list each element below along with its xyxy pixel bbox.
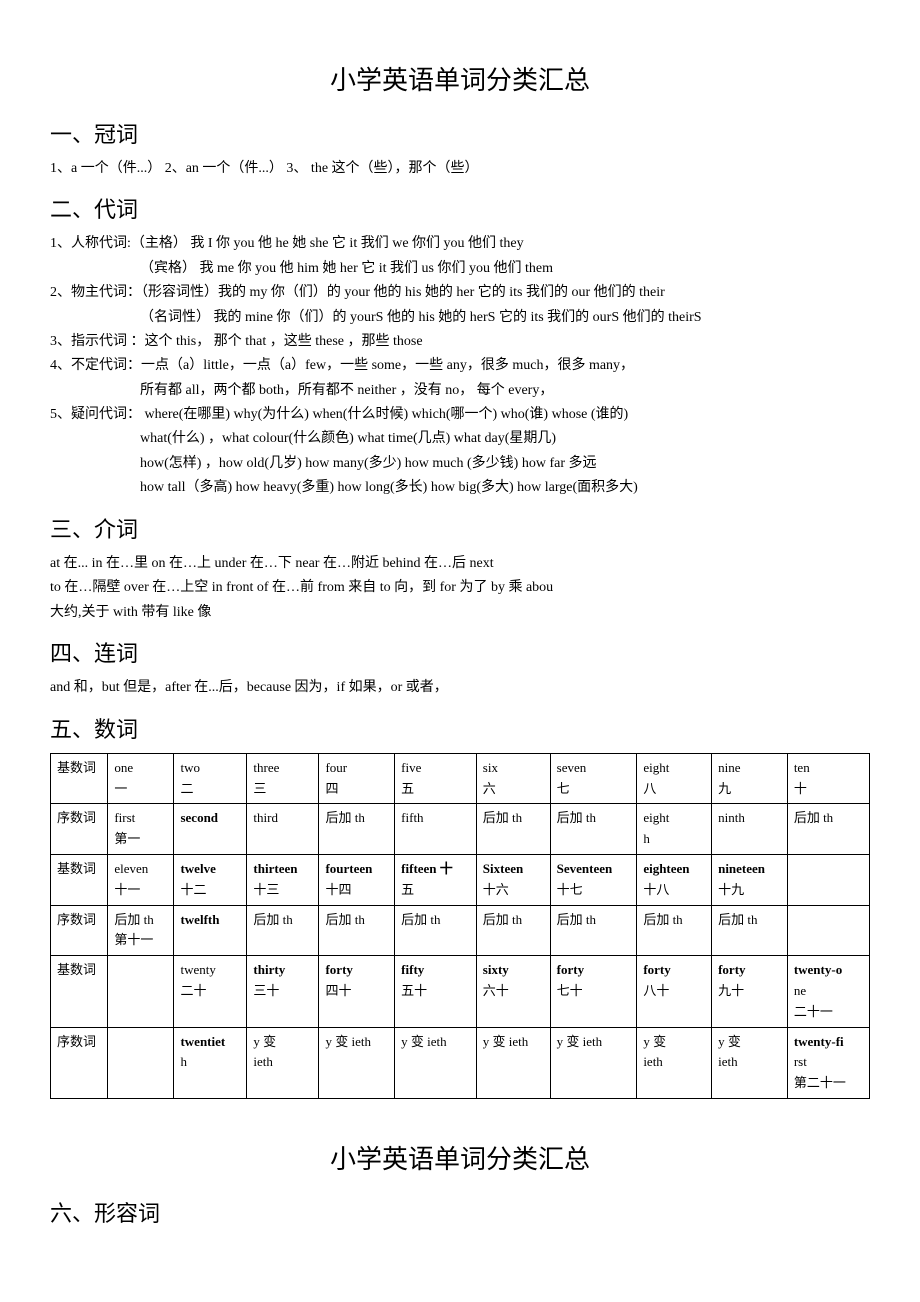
- table-cell: y 变ieth: [247, 1027, 319, 1098]
- table-cell: 序数词: [51, 1027, 108, 1098]
- table-cell: y 变 ieth: [476, 1027, 550, 1098]
- section-2-line: what(什么) ，what colour(什么颜色) what time(几点…: [50, 428, 870, 450]
- table-cell: forty四十: [319, 956, 395, 1027]
- table-cell: Seventeen十七: [550, 854, 637, 905]
- table-cell: twelve十二: [174, 854, 247, 905]
- table-cell: ninth: [712, 804, 788, 855]
- page-title: 小学英语单词分类汇总: [50, 60, 870, 102]
- table-cell: 后加 th: [550, 905, 637, 956]
- table-row: 基数词one一two二three三four四five五six六seven七eig…: [51, 753, 870, 804]
- table-cell: three三: [247, 753, 319, 804]
- table-cell: eleven十一: [108, 854, 174, 905]
- table-row: 序数词后加 th第十一twelfth后加 th后加 th后加 th后加 th后加…: [51, 905, 870, 956]
- section-2-line: 3、指示代词 ：这个 this， 那个 that ，这些 these ，那些 t…: [50, 331, 870, 353]
- table-cell: twentieth: [174, 1027, 247, 1098]
- table-cell: twenty-first第二十一: [787, 1027, 869, 1098]
- table-cell: Sixteen十六: [476, 854, 550, 905]
- table-cell: 基数词: [51, 854, 108, 905]
- table-row: 基数词 twenty二十thirty三十forty四十fifty五十sixty六十…: [51, 956, 870, 1027]
- table-cell: twenty-one二十一: [787, 956, 869, 1027]
- section-2-line: （名词性） 我的 mine 你（们）的 yourS 他的 his 她的 herS…: [50, 307, 870, 329]
- table-cell: four四: [319, 753, 395, 804]
- table-cell: [108, 956, 174, 1027]
- section-2-line: 4、不定代词：一点（a）little，一点（a）few，一些 some，一些 a…: [50, 355, 870, 377]
- section-2-line: （宾格） 我 me 你 you 他 him 她 her 它 it 我们 us 你…: [50, 258, 870, 280]
- section-2-line: 5、疑问代词： where(在哪里) why(为什么) when(什么时候) w…: [50, 404, 870, 426]
- table-cell: 基数词: [51, 956, 108, 1027]
- table-cell: 序数词: [51, 905, 108, 956]
- table-cell: y 变ieth: [637, 1027, 712, 1098]
- table-cell: 后加 th: [476, 905, 550, 956]
- table-cell: fifteen 十五: [395, 854, 477, 905]
- table-cell: nineteen十九: [712, 854, 788, 905]
- table-cell: fifth: [395, 804, 477, 855]
- section-6-heading: 六、形容词: [50, 1196, 870, 1231]
- table-cell: eighth: [637, 804, 712, 855]
- table-cell: 后加 th: [319, 804, 395, 855]
- section-2-line: how(怎样) ，how old(几岁) how many(多少) how mu…: [50, 453, 870, 475]
- section-2-heading: 二、代词: [50, 192, 870, 227]
- section-3-line: 大约,关于 with 带有 like 像: [50, 602, 870, 624]
- table-cell: forty七十: [550, 956, 637, 1027]
- table-cell: eighteen十八: [637, 854, 712, 905]
- table-cell: seven七: [550, 753, 637, 804]
- table-cell: 序数词: [51, 804, 108, 855]
- table-cell: 后加 th第十一: [108, 905, 174, 956]
- section-2-line: 1、人称代词:（主格） 我 I 你 you 他 he 她 she 它 it 我们…: [50, 233, 870, 255]
- table-cell: 后加 th: [247, 905, 319, 956]
- table-cell: third: [247, 804, 319, 855]
- table-cell: [108, 1027, 174, 1098]
- table-cell: forty九十: [712, 956, 788, 1027]
- table-cell: 基数词: [51, 753, 108, 804]
- table-cell: [787, 854, 869, 905]
- table-cell: two二: [174, 753, 247, 804]
- table-cell: 后加 th: [712, 905, 788, 956]
- table-row: 基数词eleven十一twelve十二thirteen十三fourteen十四f…: [51, 854, 870, 905]
- table-cell: thirty三十: [247, 956, 319, 1027]
- numerals-table: 基数词one一two二three三four四five五six六seven七eig…: [50, 753, 870, 1099]
- table-cell: first第一: [108, 804, 174, 855]
- table-cell: five五: [395, 753, 477, 804]
- section-2-line: 2、物主代词：（形容词性）我的 my 你（们）的 your 他的 his 她的 …: [50, 282, 870, 304]
- table-row: 序数词first第一secondthird后加 thfifth后加 th后加 t…: [51, 804, 870, 855]
- table-cell: twelfth: [174, 905, 247, 956]
- table-cell: fifty五十: [395, 956, 477, 1027]
- table-cell: y 变ieth: [712, 1027, 788, 1098]
- table-cell: nine九: [712, 753, 788, 804]
- table-cell: 后加 th: [476, 804, 550, 855]
- table-cell: forty八十: [637, 956, 712, 1027]
- table-cell: 后加 th: [787, 804, 869, 855]
- page-title-2: 小学英语单词分类汇总: [50, 1139, 870, 1181]
- section-1-heading: 一、冠词: [50, 117, 870, 152]
- table-cell: 后加 th: [637, 905, 712, 956]
- section-1-line: 1、a 一个（件...） 2、an 一个（件...） 3、 the 这个（些），…: [50, 158, 870, 180]
- section-3-heading: 三、介词: [50, 512, 870, 547]
- table-cell: ten十: [787, 753, 869, 804]
- section-3-line: to 在…隔壁 over 在…上空 in front of 在…前 from 来…: [50, 577, 870, 599]
- section-2-line: 所有都 all，两个都 both，所有都不 neither ，没有 no， 每个…: [50, 380, 870, 402]
- table-cell: y 变 ieth: [550, 1027, 637, 1098]
- table-cell: second: [174, 804, 247, 855]
- section-5-heading: 五、数词: [50, 712, 870, 747]
- table-cell: y 变 ieth: [319, 1027, 395, 1098]
- table-cell: 后加 th: [550, 804, 637, 855]
- section-2-line: how tall（多高) how heavy(多重) how long(多长) …: [50, 477, 870, 499]
- table-cell: thirteen十三: [247, 854, 319, 905]
- table-cell: eight八: [637, 753, 712, 804]
- table-cell: fourteen十四: [319, 854, 395, 905]
- table-cell: 后加 th: [395, 905, 477, 956]
- table-row: 序数词twentiethy 变iethy 变 iethy 变 iethy 变 i…: [51, 1027, 870, 1098]
- section-4-heading: 四、连词: [50, 636, 870, 671]
- table-cell: one一: [108, 753, 174, 804]
- table-cell: 后加 th: [319, 905, 395, 956]
- table-cell: sixty六十: [476, 956, 550, 1027]
- table-cell: six六: [476, 753, 550, 804]
- section-3-line: at 在... in 在…里 on 在…上 under 在…下 near 在…附…: [50, 553, 870, 575]
- table-cell: twenty二十: [174, 956, 247, 1027]
- table-cell: y 变 ieth: [395, 1027, 477, 1098]
- section-4-line: and 和，but 但是，after 在...后，because 因为，if 如…: [50, 677, 870, 699]
- table-cell: [787, 905, 869, 956]
